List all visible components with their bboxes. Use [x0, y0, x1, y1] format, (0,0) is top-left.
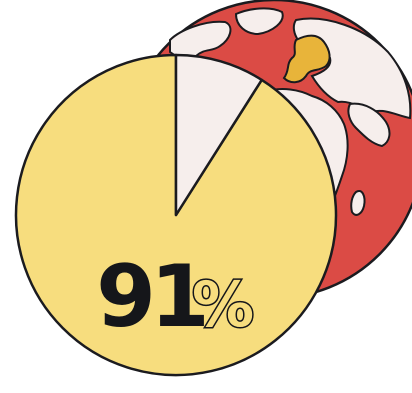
europe-landmass: [282, 34, 331, 84]
greenland-landmass: [234, 7, 284, 36]
percent-label: 91 %: [96, 247, 255, 347]
madagascar-landmass: [350, 190, 366, 216]
pie-slices: [14, 53, 338, 377]
pie-slice-remainder: [174, 53, 263, 217]
label-number: 91: [96, 247, 204, 347]
label-percent-sign: %: [192, 268, 254, 341]
arabia-landmass: [347, 102, 391, 148]
